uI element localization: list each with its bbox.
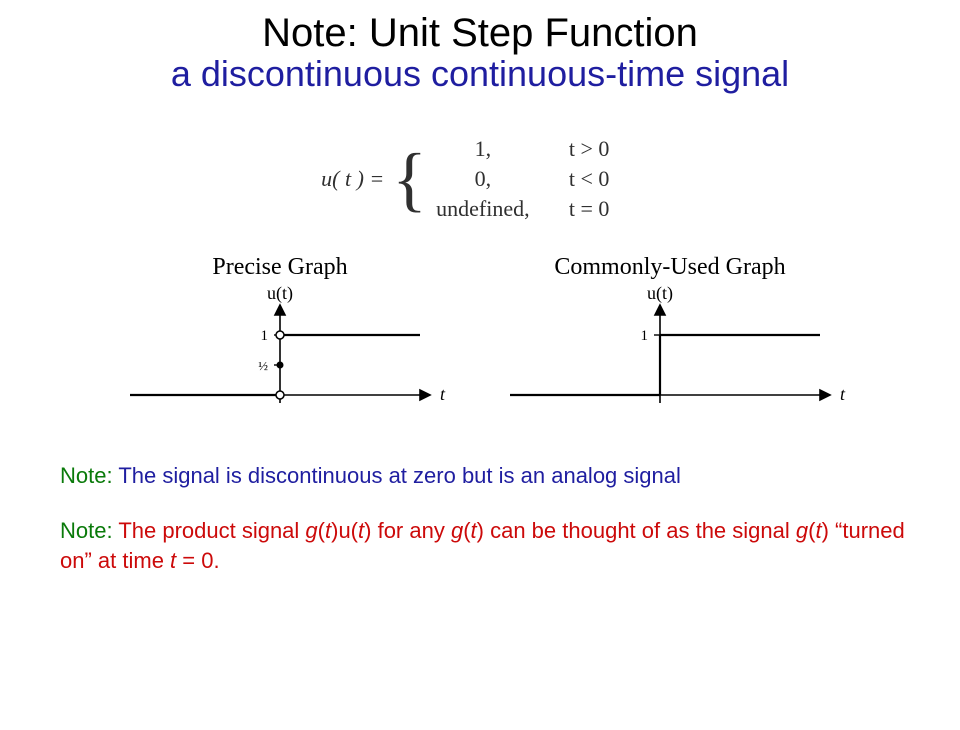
precise-graph-title: Precise Graph — [110, 254, 450, 281]
slide-title: Note: Unit Step Function — [0, 10, 960, 56]
equation-row: 0, t < 0 — [433, 164, 639, 194]
note-label: Note: — [60, 463, 113, 488]
note-2-text: The product signal g(t)u(t) for any g(t)… — [60, 518, 905, 573]
common-graph-title: Commonly-Used Graph — [490, 254, 850, 281]
equation-cases: 1, t > 0 0, t < 0 undefined, t = 0 — [433, 134, 639, 224]
tick-half-label: ½ — [258, 358, 268, 373]
equation-value: 0, — [433, 166, 533, 192]
notes-block: Note: The signal is discontinuous at zer… — [60, 461, 920, 576]
x-axis-label: t — [840, 384, 846, 404]
slide: Note: Unit Step Function a discontinuous… — [0, 10, 960, 730]
equation-value: undefined, — [433, 196, 533, 222]
equation-condition: t > 0 — [569, 136, 639, 162]
slide-subtitle: a discontinuous continuous-time signal — [0, 54, 960, 94]
equation-block: u( t ) = { 1, t > 0 0, t < 0 undefined, … — [220, 134, 740, 224]
note-1-text: The signal is discontinuous at zero but … — [118, 463, 681, 488]
common-graph: u(t) t 1 — [490, 285, 850, 425]
brace-icon: { — [392, 143, 433, 215]
equation-row: undefined, t = 0 — [433, 194, 639, 224]
common-graph-wrap: Commonly-Used Graph u(t) t 1 — [490, 254, 850, 425]
tick-1-label: 1 — [641, 328, 649, 344]
y-axis-label: u(t) — [647, 285, 673, 304]
tick-1-label: 1 — [261, 328, 269, 344]
equation-value: 1, — [433, 136, 533, 162]
equation-row: 1, t > 0 — [433, 134, 639, 164]
graphs-row: Precise Graph — [80, 254, 880, 425]
precise-graph: u(t) t 1 ½ — [110, 285, 450, 425]
x-axis-label: t — [440, 384, 446, 404]
equation-condition: t < 0 — [569, 166, 639, 192]
equation-condition: t = 0 — [569, 196, 639, 222]
note-line-2: Note: The product signal g(t)u(t) for an… — [60, 516, 920, 575]
note-line-1: Note: The signal is discontinuous at zer… — [60, 461, 920, 491]
equation-lhs: u( t ) = — [321, 166, 392, 192]
precise-graph-wrap: Precise Graph — [110, 254, 450, 425]
note-label: Note: — [60, 518, 113, 543]
y-axis-label: u(t) — [267, 285, 293, 304]
